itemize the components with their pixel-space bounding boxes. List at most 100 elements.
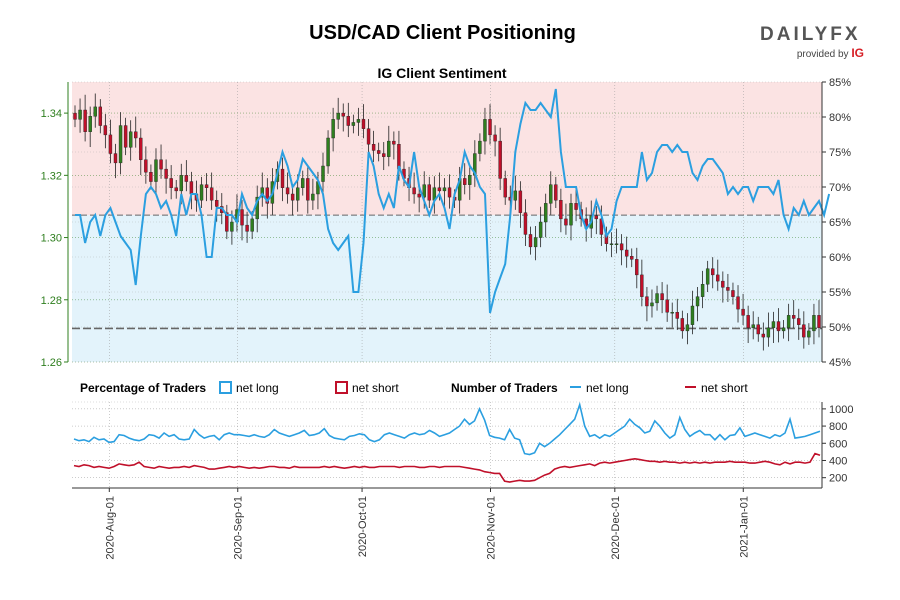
candle-body	[73, 112, 77, 120]
candle	[645, 287, 649, 322]
candle-body	[326, 137, 330, 167]
candle	[83, 94, 87, 142]
candle-body	[422, 184, 426, 198]
candle-body	[280, 168, 285, 188]
candle	[118, 112, 123, 175]
left-tick-label: 1.30	[41, 233, 62, 245]
candle	[817, 300, 821, 338]
band-above-reference	[72, 82, 822, 216]
dailyfx-logo: DAILYFX provided by IG	[760, 24, 870, 60]
candle-body	[655, 293, 659, 304]
candle	[741, 293, 745, 325]
left-tick-label: 1.26	[41, 357, 62, 369]
candle-body	[387, 140, 391, 157]
candle	[533, 226, 538, 261]
candle	[807, 323, 811, 345]
band-below-reference	[72, 215, 822, 362]
candle	[543, 193, 548, 238]
candle-body	[164, 168, 168, 179]
candle-body	[447, 187, 452, 198]
candle-body	[624, 249, 629, 257]
candle-body	[265, 187, 270, 204]
candle	[711, 257, 715, 289]
candle-body	[93, 106, 97, 117]
lower-tick-label: 600	[829, 438, 847, 450]
candle-body	[245, 224, 249, 232]
candle	[802, 311, 806, 349]
candle	[199, 176, 204, 208]
candle	[427, 176, 431, 208]
candle	[336, 97, 340, 129]
candle	[559, 188, 563, 233]
candle	[665, 284, 669, 322]
candle	[463, 163, 467, 195]
lower-tick-label: 200	[829, 473, 847, 485]
candle-body	[812, 315, 816, 332]
candle-body	[184, 175, 189, 182]
chart-title: USD/CAD Client Positioning	[309, 22, 576, 44]
candle	[108, 119, 113, 164]
candle	[700, 270, 705, 309]
candle-body	[538, 221, 543, 238]
candle	[134, 116, 138, 148]
candle-body	[493, 134, 497, 142]
candle	[716, 259, 720, 291]
chart-subtitle: IG Client Sentiment	[377, 65, 506, 81]
candle-body	[756, 324, 760, 335]
candle-body	[503, 178, 507, 198]
candle-body	[78, 109, 82, 120]
candle-body	[543, 203, 548, 223]
right-tick-label: 65%	[829, 217, 851, 229]
candle-body	[169, 178, 173, 188]
candle-body	[528, 234, 533, 248]
sentiment-lines	[75, 88, 831, 314]
candle-body	[776, 321, 781, 332]
legend-pct-long-swatch	[219, 381, 232, 394]
legend-pct-short-swatch	[335, 381, 348, 394]
candle	[721, 271, 725, 303]
candle	[361, 104, 366, 139]
candle	[761, 322, 766, 351]
candle	[285, 172, 290, 204]
candle-body	[665, 299, 669, 313]
candle	[98, 99, 103, 134]
candle-body	[705, 268, 710, 285]
candle-body	[680, 318, 685, 332]
candle	[442, 178, 447, 207]
candle	[174, 180, 178, 199]
candle-body	[98, 106, 103, 126]
date-tick-label: 2020-Aug-01	[104, 496, 116, 560]
candle-body	[660, 293, 664, 300]
candle	[523, 199, 528, 246]
candle-body	[351, 122, 356, 126]
candle-body	[574, 203, 578, 210]
candle-body	[690, 305, 695, 325]
candle-body	[746, 315, 750, 328]
candle	[655, 285, 659, 311]
candle-body	[321, 165, 325, 182]
candle	[412, 172, 416, 204]
candle-body	[250, 218, 254, 232]
candle	[670, 302, 674, 328]
candle	[164, 159, 168, 194]
candle-body	[108, 134, 113, 154]
candle	[209, 172, 214, 210]
candle-body	[700, 284, 705, 297]
candle-body	[134, 131, 138, 139]
right-tick-label: 70%	[829, 182, 851, 194]
candle-body	[675, 312, 679, 319]
candle	[503, 170, 507, 205]
candle	[619, 234, 624, 266]
candle	[468, 165, 472, 200]
candle-body	[128, 131, 133, 148]
candle	[356, 107, 361, 136]
candle	[726, 273, 730, 302]
candle-body	[695, 296, 700, 307]
candle	[483, 107, 487, 155]
trader-count-lines	[73, 401, 821, 483]
candle-body	[301, 178, 305, 188]
candle-body	[215, 200, 219, 207]
candle-body	[554, 184, 558, 201]
candle-body	[225, 212, 229, 232]
candle-body	[179, 175, 183, 192]
